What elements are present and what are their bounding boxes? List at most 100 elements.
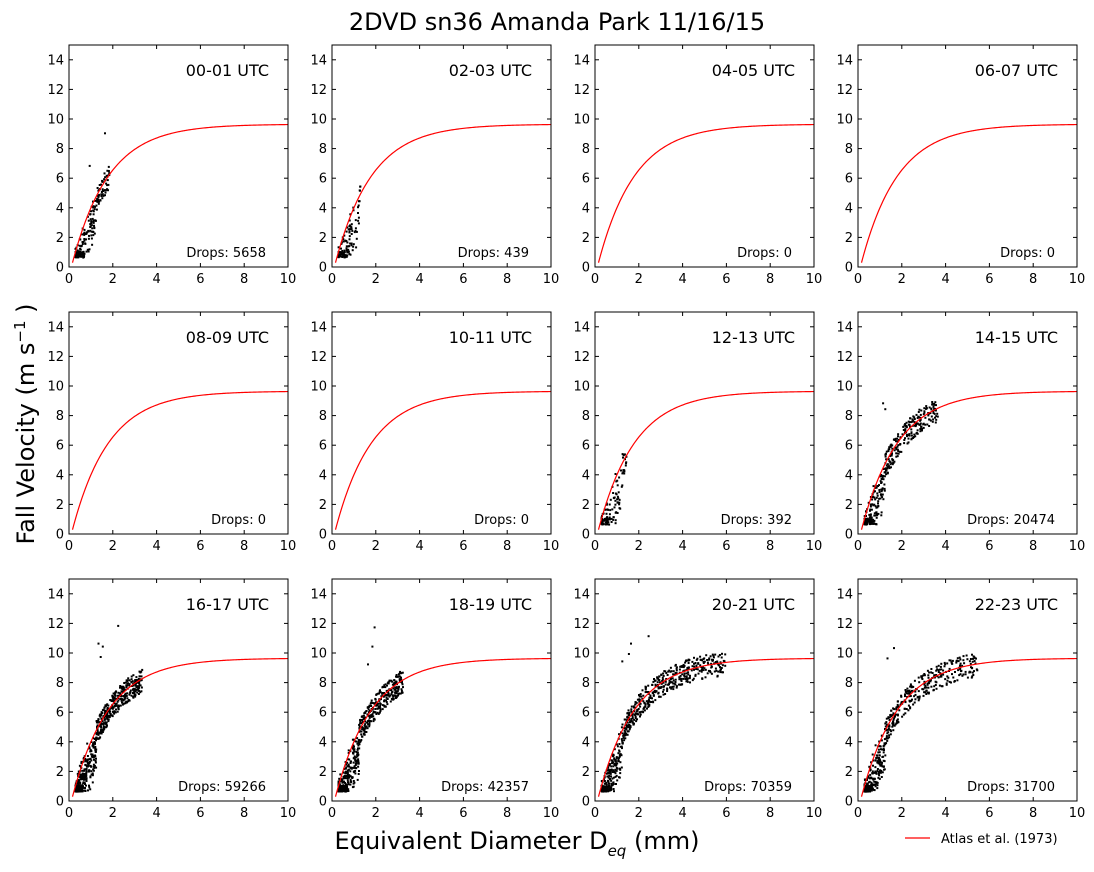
scatter-point — [971, 660, 974, 663]
scatter-point — [709, 671, 712, 674]
scatter-point — [868, 787, 871, 790]
scatter-point — [82, 786, 85, 789]
scatter-point — [897, 438, 900, 441]
scatter-point — [113, 696, 116, 699]
scatter-point — [614, 503, 617, 506]
scatter-point — [877, 748, 880, 751]
scatter-point — [869, 505, 872, 508]
scatter-point — [724, 664, 727, 667]
scatter-point — [926, 683, 929, 686]
scatter-point — [612, 781, 615, 784]
scatter-point — [121, 691, 124, 694]
scatter-point — [888, 716, 891, 719]
scatter-point — [965, 654, 968, 657]
y-axis-label: Fall Velocity (m s−1 ) — [11, 303, 40, 544]
scatter-point — [618, 476, 621, 479]
scatter-point — [620, 754, 623, 757]
scatter-point — [83, 232, 85, 235]
scatter-point — [355, 740, 357, 743]
scatter-point — [129, 689, 132, 692]
scatter-point — [876, 784, 879, 787]
scatter-point — [606, 788, 609, 791]
scatter-point — [924, 684, 927, 687]
scatter-point — [699, 655, 702, 658]
scatter-point — [603, 785, 606, 788]
scatter-point — [364, 716, 367, 719]
scatter-point — [937, 671, 940, 673]
scatter-point — [658, 681, 661, 684]
scatter-point — [875, 757, 878, 759]
scatter-point — [886, 737, 889, 740]
scatter-point — [89, 218, 92, 221]
scatter-point — [882, 474, 885, 477]
y-tick-label: 8 — [319, 676, 327, 691]
scatter-point — [343, 234, 346, 237]
scatter-point — [901, 433, 904, 436]
scatter-point — [611, 760, 614, 763]
scatter-point — [103, 706, 106, 709]
scatter-point — [675, 686, 678, 689]
reference-curve — [860, 123, 1078, 263]
scatter-point — [680, 680, 683, 682]
scatter-point — [77, 251, 80, 254]
x-tick-label: 4 — [678, 272, 686, 287]
scatter-point — [347, 245, 350, 248]
scatter-point — [137, 688, 140, 691]
reference-curve — [860, 390, 1078, 530]
scatter-point — [678, 676, 681, 679]
scatter-point — [137, 693, 140, 695]
scatter-point — [687, 667, 690, 670]
scatter-point — [723, 660, 726, 663]
scatter-point — [346, 226, 349, 229]
scatter-point — [889, 729, 892, 731]
scatter-point — [357, 747, 359, 750]
x-tick-label: 2 — [635, 806, 643, 821]
scatter-point — [895, 448, 898, 451]
scatter-point — [722, 671, 724, 674]
scatter-point — [873, 783, 876, 786]
scatter-point — [355, 751, 358, 753]
scatter-point — [641, 697, 644, 700]
scatter-point — [364, 723, 367, 726]
x-tick-label: 2 — [635, 539, 643, 554]
scatter-point — [385, 696, 388, 699]
scatter-point — [79, 789, 82, 792]
scatter-point — [88, 747, 91, 750]
scatter-point — [648, 704, 651, 707]
scatter-point — [622, 454, 625, 457]
scatter-point — [935, 674, 938, 676]
y-tick-label: 2 — [319, 498, 327, 513]
scatter-point — [610, 782, 613, 785]
scatter-point — [892, 718, 895, 721]
scatter-point — [368, 711, 370, 714]
scatter-point — [639, 702, 642, 705]
axes-frame — [68, 578, 289, 802]
scatter-point — [121, 703, 124, 706]
scatter-point — [956, 657, 959, 660]
scatter-point — [347, 749, 350, 752]
scatter-point — [698, 669, 701, 672]
reference-curve — [597, 390, 815, 530]
scatter-point — [95, 208, 98, 211]
x-tick-label: 6 — [459, 806, 467, 821]
scatter-point — [926, 423, 929, 426]
scatter-point — [896, 445, 899, 448]
scatter-point — [904, 693, 906, 696]
scatter-point — [909, 683, 912, 686]
x-tick-label: 10 — [806, 539, 823, 554]
scatter-point — [359, 740, 362, 743]
scatter-point — [86, 742, 89, 745]
scatter-point — [884, 468, 887, 471]
scatter-point — [871, 787, 874, 790]
scatter-point — [635, 720, 638, 723]
y-tick-label: 6 — [56, 172, 64, 187]
scatter-point — [341, 785, 344, 788]
scatter-point — [88, 769, 91, 772]
scatter-point — [918, 408, 921, 411]
scatter-point — [368, 721, 371, 724]
scatter-point — [941, 685, 944, 688]
scatter-point — [664, 670, 667, 673]
axes-frame — [594, 578, 815, 802]
scatter-point — [904, 429, 907, 432]
scatter-point — [105, 182, 108, 185]
